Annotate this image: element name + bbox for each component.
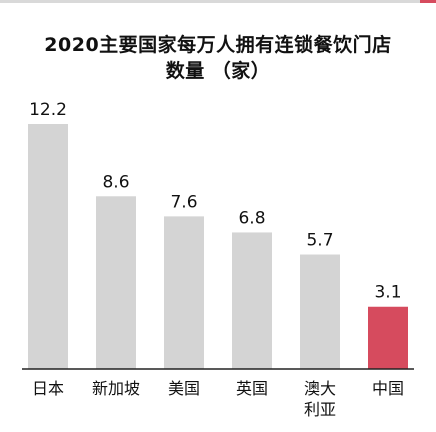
value-label-2: 7.6	[170, 192, 197, 212]
top-rule	[0, 0, 436, 3]
chart-title: 2020主要国家每万人拥有连锁餐饮门店	[44, 34, 392, 56]
bar-1	[96, 196, 136, 369]
category-label-5: 中国	[372, 379, 404, 398]
category-label-1: 新加坡	[92, 379, 140, 398]
bar-2	[164, 216, 204, 369]
category-label-0: 日本	[32, 379, 64, 398]
category-label-4-line-0: 澳大	[304, 379, 336, 398]
bar-5	[368, 306, 408, 369]
category-label-4-line-1: 利亚	[304, 400, 336, 419]
category-label-2: 美国	[168, 379, 200, 398]
value-label-4: 5.7	[306, 231, 333, 251]
value-label-0: 12.2	[29, 100, 67, 120]
bar-3	[232, 232, 272, 369]
category-label-3: 英国	[236, 379, 268, 398]
value-label-5: 3.1	[374, 283, 401, 303]
value-label-3: 6.8	[238, 208, 265, 228]
top-accent	[420, 0, 436, 3]
chart-subtitle: 数量 （家）	[165, 60, 271, 82]
value-label-1: 8.6	[102, 172, 129, 192]
bar-4	[300, 254, 340, 369]
bar-0	[28, 124, 68, 369]
